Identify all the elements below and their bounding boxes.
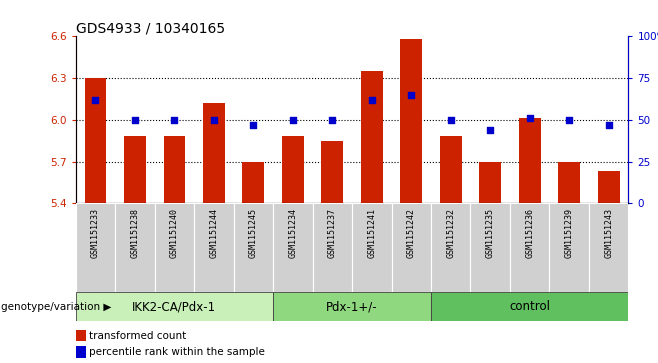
Point [603, 122, 614, 128]
Bar [510, 203, 549, 292]
Point [564, 117, 574, 123]
Bar [76, 330, 86, 341]
Bar [401, 39, 422, 203]
Bar [352, 203, 392, 292]
Text: Pdx-1+/-: Pdx-1+/- [326, 300, 378, 313]
Bar [549, 203, 589, 292]
Text: transformed count: transformed count [89, 331, 187, 340]
Point [288, 117, 298, 123]
Bar [470, 203, 510, 292]
Point [406, 92, 417, 98]
Text: GSM1151245: GSM1151245 [249, 208, 258, 258]
Text: GSM1151235: GSM1151235 [486, 208, 495, 258]
Point [367, 97, 377, 103]
Bar [243, 162, 265, 203]
Bar [480, 162, 501, 203]
Text: GSM1151240: GSM1151240 [170, 208, 179, 258]
Text: GSM1151244: GSM1151244 [209, 208, 218, 258]
Bar [234, 203, 273, 292]
Bar [76, 346, 86, 358]
Bar [115, 203, 155, 292]
Bar [431, 292, 628, 321]
Bar [519, 118, 541, 203]
Text: GSM1151238: GSM1151238 [130, 208, 139, 258]
Bar [76, 292, 273, 321]
Bar [203, 103, 225, 203]
Bar [76, 203, 115, 292]
Bar [164, 136, 186, 203]
Bar [598, 171, 620, 203]
Text: GSM1151232: GSM1151232 [446, 208, 455, 258]
Bar [322, 141, 343, 203]
Point [524, 115, 535, 121]
Bar [273, 203, 313, 292]
Text: genotype/variation ▶: genotype/variation ▶ [1, 302, 112, 312]
Bar [84, 78, 107, 203]
Text: percentile rank within the sample: percentile rank within the sample [89, 347, 265, 357]
Text: GSM1151242: GSM1151242 [407, 208, 416, 258]
Bar [589, 203, 628, 292]
Point [130, 117, 140, 123]
Text: GSM1151233: GSM1151233 [91, 208, 100, 258]
Point [90, 97, 101, 103]
Text: control: control [509, 300, 550, 313]
Text: GSM1151241: GSM1151241 [367, 208, 376, 258]
Bar [361, 71, 383, 203]
Text: GSM1151237: GSM1151237 [328, 208, 337, 258]
Point [169, 117, 180, 123]
Bar [559, 162, 580, 203]
Bar [313, 203, 352, 292]
Bar [155, 203, 194, 292]
Text: GSM1151234: GSM1151234 [288, 208, 297, 258]
Bar [194, 203, 234, 292]
Point [327, 117, 338, 123]
Bar [392, 203, 431, 292]
Bar [282, 136, 304, 203]
Text: IKK2-CA/Pdx-1: IKK2-CA/Pdx-1 [132, 300, 216, 313]
Point [248, 122, 259, 128]
Text: GSM1151243: GSM1151243 [604, 208, 613, 258]
Bar [431, 203, 470, 292]
Text: GSM1151236: GSM1151236 [525, 208, 534, 258]
Text: GDS4933 / 10340165: GDS4933 / 10340165 [76, 21, 225, 35]
Bar [273, 292, 431, 321]
Bar [440, 136, 462, 203]
Point [209, 117, 219, 123]
Point [445, 117, 456, 123]
Point [485, 127, 495, 133]
Bar [124, 136, 146, 203]
Text: GSM1151239: GSM1151239 [565, 208, 574, 258]
